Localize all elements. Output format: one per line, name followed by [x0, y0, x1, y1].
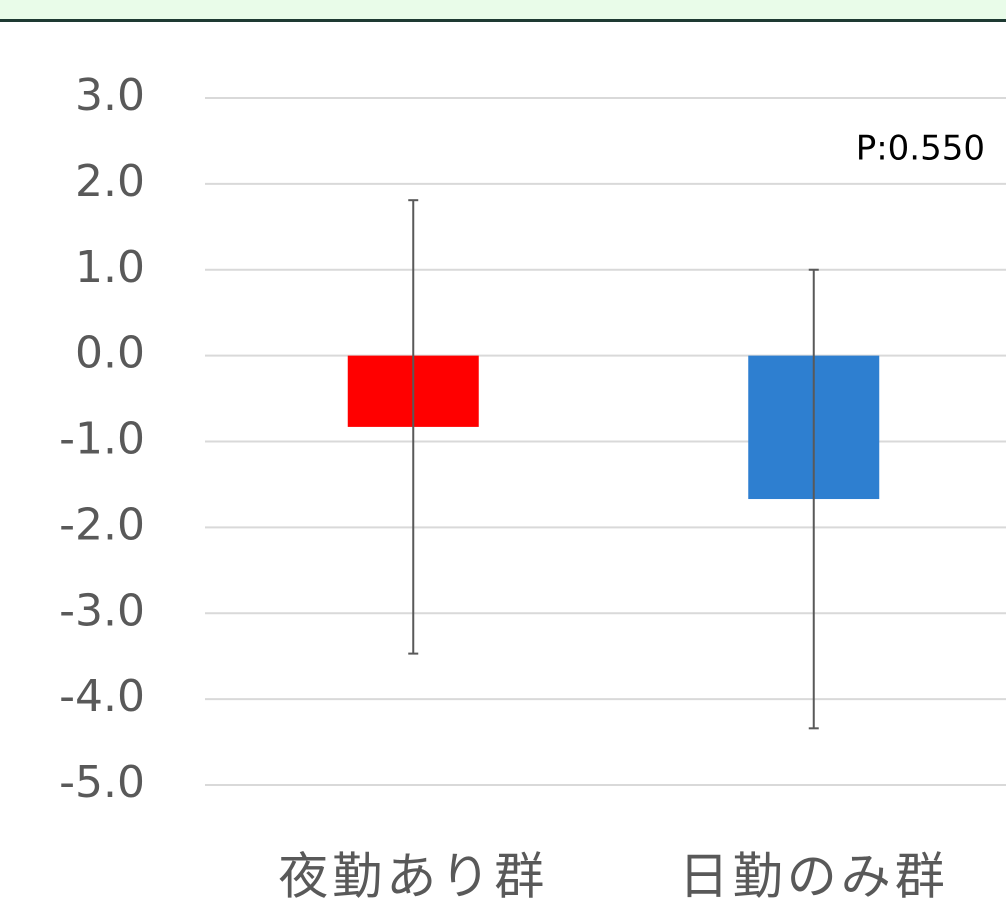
- y-tick-label: 1.0: [75, 242, 145, 293]
- y-tick-label: -2.0: [59, 499, 145, 550]
- annotation: P:0.550: [856, 129, 985, 169]
- y-tick-label: 3.0: [75, 70, 145, 121]
- top-band: [0, 0, 1006, 19]
- y-tick-label: -5.0: [59, 757, 145, 808]
- y-tick-label: 2.0: [75, 156, 145, 207]
- y-tick-label: 0.0: [75, 328, 145, 379]
- y-tick-label: -3.0: [59, 585, 145, 636]
- x-tick-label: 夜勤あり群: [278, 848, 548, 906]
- y-tick-label: -1.0: [59, 414, 145, 465]
- y-tick-label: -4.0: [59, 671, 145, 722]
- x-tick-label: 日勤のみ群: [679, 848, 949, 906]
- top-border: [0, 19, 1006, 22]
